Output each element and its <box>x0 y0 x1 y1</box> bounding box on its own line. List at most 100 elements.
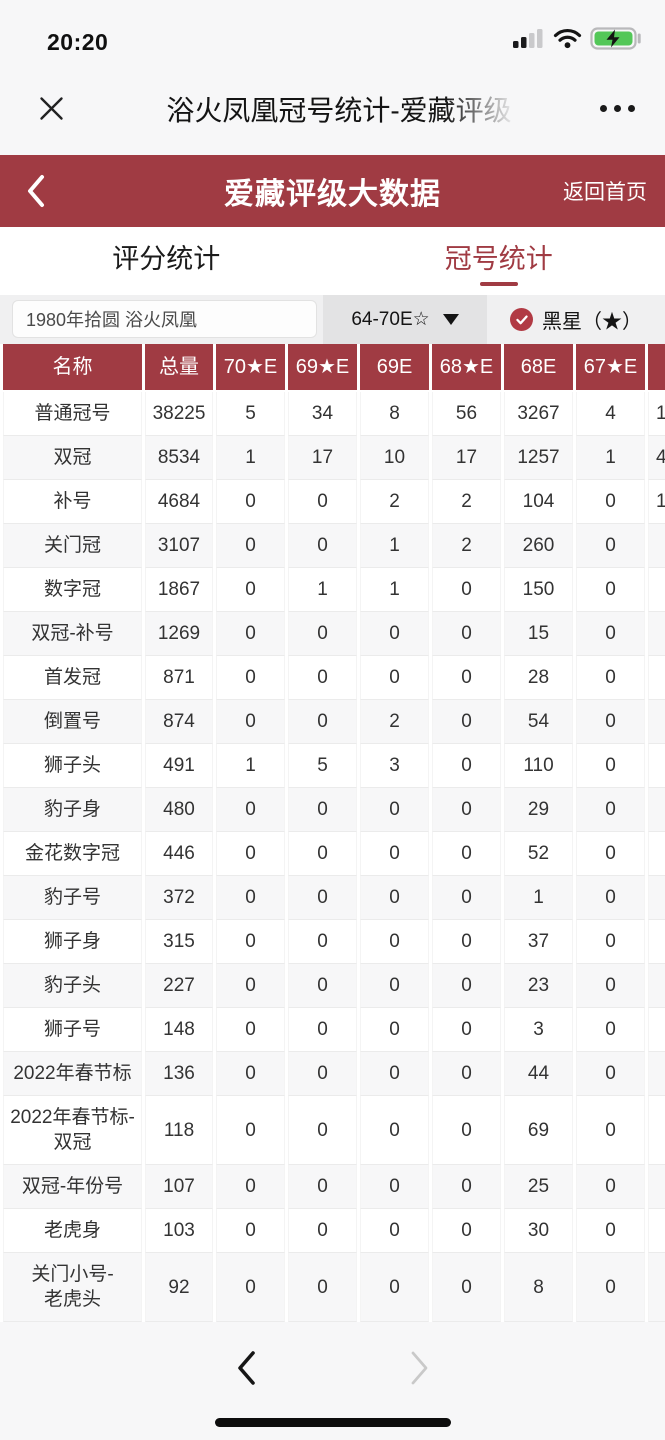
row-value-cell: 0 <box>360 656 429 700</box>
row-name-cell: 狮子头 <box>3 744 142 788</box>
row-value-cell: 0 <box>288 832 357 876</box>
grade-range-dropdown[interactable]: 64-70E☆ <box>323 295 487 344</box>
row-clipped-cell <box>648 568 665 612</box>
row-value-cell: 0 <box>360 1008 429 1052</box>
row-clipped-cell <box>648 1253 665 1322</box>
row-value-cell: 2 <box>432 480 501 524</box>
row-value-cell: 0 <box>432 744 501 788</box>
tab-serial-stats[interactable]: 冠号统计 <box>333 227 665 295</box>
row-value-cell: 0 <box>288 612 357 656</box>
row-value-cell: 0 <box>432 568 501 612</box>
row-name-cell: 倒置号 <box>3 700 142 744</box>
row-value-cell: 0 <box>288 788 357 832</box>
filter-bar: 1980年拾圆 浴火凤凰 64-70E☆ 黑星（★） <box>0 295 665 344</box>
row-value-cell: 0 <box>288 656 357 700</box>
row-value-cell: 0 <box>216 1253 285 1322</box>
row-clipped-cell <box>648 744 665 788</box>
row-value-cell: 0 <box>288 1165 357 1209</box>
row-name-cell: 双冠-补号 <box>3 612 142 656</box>
row-value-cell: 56 <box>432 392 501 436</box>
row-value-cell: 0 <box>216 700 285 744</box>
row-total-cell: 118 <box>145 1096 213 1165</box>
row-total-cell: 1867 <box>145 568 213 612</box>
row-name-cell: 数字冠 <box>3 568 142 612</box>
table-row: 关门冠 3107 0 0 1 2 260 0 <box>3 524 665 568</box>
row-value-cell: 0 <box>288 876 357 920</box>
row-name-cell: 普通冠号 <box>3 392 142 436</box>
tab-label: 评分统计 <box>112 243 221 274</box>
row-name-cell: 狮子身 <box>3 920 142 964</box>
row-value-cell: 0 <box>216 524 285 568</box>
title-bar: 浴火凤凰冠号统计-爱藏评级 <box>0 62 665 155</box>
row-value-cell: 0 <box>432 964 501 1008</box>
home-indicator[interactable] <box>214 1418 451 1427</box>
grade-range-value: 64-70E☆ <box>351 309 430 330</box>
row-total-cell: 1269 <box>145 612 213 656</box>
table-row: 倒置号 874 0 0 2 0 54 0 <box>3 700 665 744</box>
row-name-cell: 2022年春节标-双冠 <box>3 1096 142 1165</box>
row-value-cell: 0 <box>216 480 285 524</box>
table-row: 2022年春节标-双冠 118 0 0 0 0 69 0 <box>3 1096 665 1165</box>
close-icon[interactable] <box>38 95 65 122</box>
row-total-cell: 38225 <box>145 392 213 436</box>
back-home-link[interactable]: 返回首页 <box>563 181 647 204</box>
table-row: 普通冠号 38225 5 34 8 56 3267 4 1 <box>3 392 665 436</box>
row-name-cell: 豹子头 <box>3 964 142 1008</box>
row-clipped-cell <box>648 1165 665 1209</box>
table-row: 数字冠 1867 0 1 1 0 150 0 <box>3 568 665 612</box>
row-value-cell: 17 <box>432 436 501 480</box>
row-clipped-cell <box>648 788 665 832</box>
row-clipped-cell <box>648 964 665 1008</box>
row-value-cell: 0 <box>216 832 285 876</box>
tab-underline <box>147 282 185 286</box>
row-value-cell: 0 <box>288 1008 357 1052</box>
row-name-cell: 双冠 <box>3 436 142 480</box>
table-row: 豹子头 227 0 0 0 0 23 0 <box>3 964 665 1008</box>
row-value-cell: 0 <box>576 1096 645 1165</box>
row-name-cell: 狮子号 <box>3 1008 142 1052</box>
row-value-cell: 0 <box>288 480 357 524</box>
table-row: 金花数字冠 446 0 0 0 0 52 0 <box>3 832 665 876</box>
row-clipped-cell <box>648 656 665 700</box>
table-row: 狮子号 148 0 0 0 0 3 0 <box>3 1008 665 1052</box>
row-value-cell: 0 <box>576 1253 645 1322</box>
row-clipped-cell <box>648 1209 665 1253</box>
row-value-cell: 0 <box>432 876 501 920</box>
table-row: 2022年春节标 136 0 0 0 0 44 0 <box>3 1052 665 1096</box>
next-page-button[interactable] <box>408 1349 432 1387</box>
row-value-cell: 54 <box>504 700 573 744</box>
row-total-cell: 92 <box>145 1253 213 1322</box>
row-value-cell: 0 <box>216 964 285 1008</box>
tab-score-stats[interactable]: 评分统计 <box>0 227 333 295</box>
row-value-cell: 0 <box>288 1209 357 1253</box>
table-row: 双冠-年份号 107 0 0 0 0 25 0 <box>3 1165 665 1209</box>
series-select[interactable]: 1980年拾圆 浴火凤凰 <box>12 300 317 338</box>
row-value-cell: 0 <box>216 1096 285 1165</box>
row-value-cell: 28 <box>504 656 573 700</box>
row-value-cell: 0 <box>576 700 645 744</box>
row-value-cell: 1 <box>216 744 285 788</box>
row-total-cell: 107 <box>145 1165 213 1209</box>
row-clipped-cell: 1 <box>648 392 665 436</box>
row-value-cell: 150 <box>504 568 573 612</box>
row-value-cell: 0 <box>288 1052 357 1096</box>
more-icon[interactable] <box>600 105 635 112</box>
row-clipped-cell <box>648 876 665 920</box>
row-value-cell: 0 <box>288 920 357 964</box>
row-value-cell: 17 <box>288 436 357 480</box>
row-value-cell: 8 <box>360 392 429 436</box>
row-value-cell: 0 <box>216 612 285 656</box>
black-star-checkbox[interactable]: 黑星（★） <box>487 295 665 344</box>
row-value-cell: 0 <box>360 1096 429 1165</box>
table-row: 首发冠 871 0 0 0 0 28 0 <box>3 656 665 700</box>
back-icon[interactable] <box>26 174 46 208</box>
table-row: 狮子身 315 0 0 0 0 37 0 <box>3 920 665 964</box>
row-value-cell: 0 <box>432 612 501 656</box>
row-value-cell: 0 <box>216 920 285 964</box>
row-value-cell: 0 <box>216 1165 285 1209</box>
row-value-cell: 5 <box>288 744 357 788</box>
row-value-cell: 260 <box>504 524 573 568</box>
prev-page-button[interactable] <box>234 1349 258 1387</box>
table-header-cell: 名称 <box>3 344 142 390</box>
